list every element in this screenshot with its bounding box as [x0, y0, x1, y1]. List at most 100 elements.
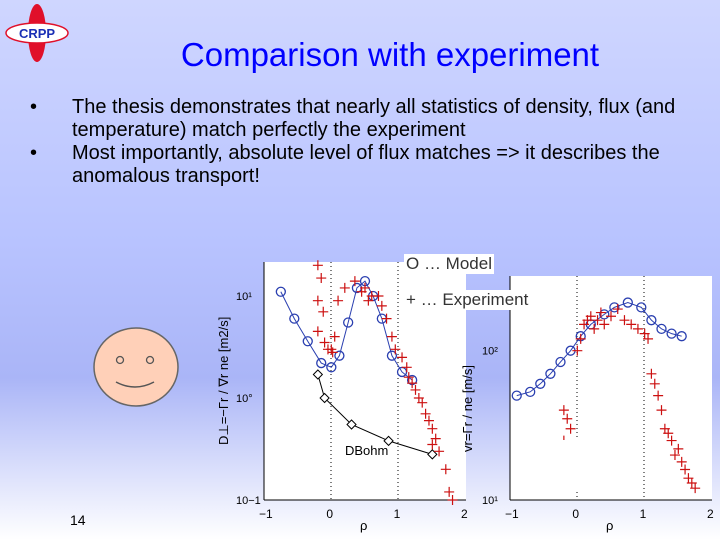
experiment-point	[420, 408, 431, 419]
experiment-point	[612, 304, 623, 315]
x-tick-label: 1	[640, 507, 647, 521]
legend-model: O … Model	[404, 254, 494, 274]
experiment-point	[440, 464, 451, 475]
experiment-point	[407, 378, 418, 389]
x-tick-label: 1	[394, 507, 401, 521]
experiment-point	[327, 347, 338, 358]
bullet-dot-icon: •	[30, 142, 38, 164]
model-point	[302, 336, 313, 347]
model-point	[599, 309, 610, 320]
model-point	[609, 302, 620, 313]
experiment-point	[401, 362, 412, 373]
model-point	[316, 357, 327, 369]
x-tick-label: 0	[326, 507, 333, 521]
experiment-point	[430, 433, 441, 444]
experiment-point	[646, 368, 657, 379]
slide-title: Comparison with experiment	[180, 36, 600, 73]
experiment-point	[649, 378, 660, 389]
experiment-point	[403, 372, 414, 383]
x-tick-label: 0	[572, 507, 579, 521]
bullet-item: • Most importantly, absolute level of fl…	[30, 142, 680, 188]
experiment-point	[565, 423, 576, 434]
experiment-point	[589, 323, 600, 334]
experiment-point	[386, 331, 397, 342]
model-point	[622, 297, 633, 308]
experiment-point	[444, 486, 455, 497]
experiment-point	[316, 273, 327, 284]
left-chart: 10−1 10° 10¹ −1 0 1 2 ρ D⊥=−Γr / ∇r ne [m2/s]…	[216, 260, 468, 533]
right-chart: 10¹ 10² −1 0 1 2 ρ vr=Γr / ne [m/s]	[460, 276, 714, 533]
experiment-point	[572, 345, 583, 356]
experiment-point	[558, 405, 569, 416]
model-point	[535, 378, 546, 389]
experiment-point	[632, 323, 643, 334]
model-point	[334, 350, 345, 361]
experiment-point	[376, 300, 387, 311]
y-tick-label: 10°	[236, 393, 253, 405]
experiment-point	[427, 439, 438, 450]
experiment-point	[643, 333, 654, 344]
experiment-point	[360, 282, 370, 293]
model-point	[326, 362, 337, 373]
experiment-point	[585, 311, 596, 322]
experiment-point	[363, 295, 374, 306]
left-xlabel: ρ	[360, 518, 367, 533]
model-point	[656, 323, 667, 334]
experiment-point	[397, 352, 408, 363]
bullet-text: The thesis demonstrates that nearly all …	[72, 96, 676, 141]
y-tick-label: 10²	[482, 346, 498, 358]
experiment-point	[666, 435, 677, 446]
y-tick-label: 10−1	[236, 495, 261, 507]
experiment-point	[381, 313, 392, 324]
y-tick-label: 10¹	[236, 291, 252, 303]
bohm-point	[312, 369, 324, 380]
left-series	[275, 260, 458, 505]
model-point	[343, 317, 354, 328]
bohm-annotation: DBohm	[345, 443, 388, 458]
bohm-point	[427, 449, 438, 460]
y-tick-label: 10¹	[482, 495, 498, 507]
smiley-face-icon	[93, 327, 179, 407]
experiment-point	[669, 450, 680, 461]
experiment-point	[447, 495, 458, 505]
experiment-point	[339, 282, 350, 293]
experiment-point	[427, 423, 438, 434]
experiment-point	[653, 390, 664, 401]
bohm-point	[346, 419, 357, 430]
experiment-point	[676, 456, 687, 467]
experiment-point	[349, 276, 360, 287]
experiment-point	[686, 477, 697, 488]
experiment-point	[410, 384, 421, 395]
model-point	[289, 313, 300, 324]
experiment-point	[318, 306, 329, 317]
experiment-point	[312, 295, 323, 306]
bohm-point	[319, 392, 330, 404]
bullet-list: • The thesis demonstrates that nearly al…	[30, 96, 680, 188]
experiment-point	[562, 413, 573, 424]
model-point	[545, 368, 556, 379]
model-point	[511, 390, 522, 401]
experiment-point	[595, 307, 606, 318]
experiment-point	[606, 311, 616, 322]
x-tick-label: −1	[505, 507, 519, 521]
model-point	[555, 356, 566, 368]
x-tick-label: 2	[707, 507, 714, 521]
experiment-point	[575, 333, 586, 344]
model-point	[636, 302, 647, 313]
experiment-point	[673, 443, 684, 454]
experiment-point	[626, 319, 637, 330]
experiment-point	[373, 291, 384, 301]
experiment-point	[680, 464, 691, 475]
experiment-point	[690, 483, 701, 494]
model-point	[275, 286, 286, 297]
bullet-item: • The thesis demonstrates that nearly al…	[30, 96, 680, 142]
experiment-point	[329, 331, 340, 342]
experiment-point	[423, 415, 434, 426]
left-ylabel: D⊥=−Γr / ∇r ne [m2/s]	[216, 317, 231, 445]
x-tick-label: 2	[461, 507, 468, 521]
model-point	[386, 350, 398, 361]
experiment-point	[619, 315, 630, 326]
experiment-point	[639, 328, 650, 339]
right-ylabel: vr=Γr / ne [m/s]	[460, 365, 475, 452]
